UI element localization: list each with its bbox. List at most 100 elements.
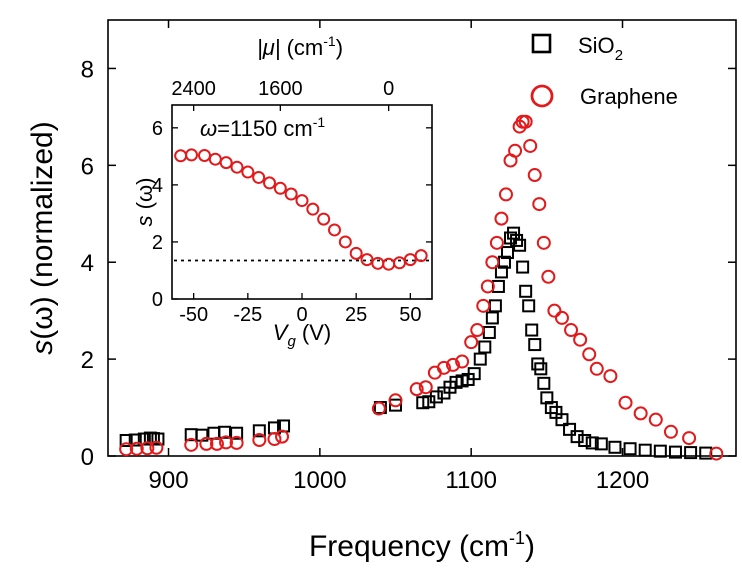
graphene-data-point	[219, 435, 234, 450]
inset-top-label-mu: |μ|	[257, 35, 280, 60]
legend: SiO2 Graphene	[530, 33, 678, 109]
inset-data-point	[252, 170, 266, 184]
sio2-data-point	[467, 367, 481, 381]
graphene-data-point	[527, 168, 542, 183]
sio2-data-point	[528, 338, 542, 352]
inset-data-point	[230, 160, 244, 174]
sio2-data-point	[570, 430, 584, 444]
graphene-data-point	[149, 440, 164, 455]
sio2-data-point	[537, 376, 551, 390]
graphene-data-point	[682, 431, 697, 446]
graphene-data-point	[476, 298, 491, 313]
graphene-data-point	[582, 347, 597, 362]
graphene-data-point	[436, 360, 451, 375]
inset-annotation: ω=1150 cm-1	[200, 114, 325, 141]
graphene-data-point	[518, 114, 533, 129]
inset-data-point	[414, 249, 428, 263]
graphene-data-point	[536, 235, 551, 250]
main-x-label-tail: )	[525, 530, 535, 563]
inset-data-point	[185, 148, 198, 162]
sio2-data-point	[668, 445, 682, 459]
graphene-data-point	[129, 441, 144, 456]
inset-data-point	[338, 235, 352, 249]
main-data-points	[119, 114, 724, 461]
inset-top-axis-label: |μ| (cm-1)	[257, 33, 343, 60]
sio2-data-point	[500, 246, 514, 260]
sio2-data-point	[525, 323, 539, 337]
graphene-data-point	[523, 138, 538, 153]
sio2-data-point	[507, 226, 521, 240]
graphene-data-point	[199, 436, 214, 451]
graphene-data-point	[663, 424, 678, 439]
graphene-data-point	[494, 211, 509, 226]
inset-x-tick-label: -50	[179, 304, 208, 326]
graphene-data-point	[532, 197, 547, 212]
sio2-data-point	[563, 422, 577, 436]
sio2-data-point	[485, 311, 499, 325]
main-y-label-rest: (ω) (normalized)	[26, 121, 59, 339]
inset-top-tick-label: 1600	[258, 78, 303, 100]
inset-data-point	[273, 181, 287, 195]
graphene-data-point	[554, 310, 569, 325]
main-plot-frame	[107, 19, 737, 457]
sio2-data-point	[578, 433, 592, 447]
graphene-data-point	[470, 323, 485, 338]
main-x-label-main: Frequency (cm	[309, 530, 509, 563]
inset-y-tick-label: 2	[152, 232, 163, 254]
sio2-data-point	[638, 443, 652, 457]
inset-top-label-rest: (cm	[280, 35, 323, 60]
sio2-data-point	[684, 446, 698, 460]
sio2-data-point	[151, 432, 165, 446]
sio2-data-point	[230, 426, 244, 440]
inset-x-axis-label: Vg (V)	[273, 320, 331, 350]
inset-y-tick-label: 4	[152, 175, 163, 197]
sio2-data-point	[513, 238, 527, 252]
sio2-data-point	[218, 425, 232, 439]
graphene-data-point	[119, 442, 134, 457]
inset-annotation-sup: -1	[313, 114, 326, 130]
main-y-tick-label: 8	[81, 56, 94, 83]
main-y-axis-label: s(ω) (normalized)	[26, 121, 59, 354]
sio2-data-point	[653, 444, 667, 458]
main-x-label-sup: -1	[509, 528, 525, 548]
graphene-data-point	[252, 433, 267, 448]
inset-x-tick-label: 50	[399, 304, 421, 326]
sio2-data-point	[585, 436, 599, 450]
sio2-data-point	[488, 299, 502, 313]
sio2-data-point	[623, 442, 637, 456]
graphene-data-point	[498, 187, 513, 202]
inset-data-point	[219, 156, 233, 170]
graphene-data-point	[480, 279, 495, 294]
inset-data-point	[241, 165, 255, 179]
main-x-tick-label: 900	[149, 467, 189, 494]
graphene-data-point	[709, 446, 724, 461]
inset-x-tick-label: -25	[233, 304, 262, 326]
graphene-data-point	[464, 335, 479, 350]
inset-y-label-rest: (ω)	[132, 178, 157, 216]
legend-marker-graphene	[530, 84, 554, 108]
inset-data-point	[328, 223, 341, 237]
graphene-data-point	[388, 393, 403, 408]
graphene-data-point	[589, 361, 604, 376]
graphene-data-point	[541, 269, 556, 284]
graphene-data-point	[184, 437, 199, 452]
graphene-data-point	[489, 235, 504, 250]
inset-top-label-tail: )	[336, 35, 343, 60]
sio2-data-point	[522, 299, 536, 313]
graphene-data-point	[446, 357, 461, 372]
graphene-data-point	[275, 429, 290, 444]
inset-annotation-omega: ω	[200, 116, 217, 141]
inset-data-point	[284, 187, 298, 201]
sio2-data-point	[473, 352, 487, 366]
sio2-data-point	[594, 437, 608, 451]
inset-x-label-rest: (V)	[296, 320, 331, 345]
graphene-data-point	[267, 432, 282, 447]
inset-y-axis-label: s (ω)	[132, 178, 157, 227]
graphene-data-point	[564, 323, 579, 338]
inset-background	[172, 105, 432, 299]
inset-data-point	[295, 194, 309, 208]
main-y-tick-label: 2	[81, 347, 94, 374]
graphene-data-point	[633, 406, 648, 421]
main-y-tick-label: 6	[81, 153, 94, 180]
graphene-data-point	[648, 412, 663, 427]
